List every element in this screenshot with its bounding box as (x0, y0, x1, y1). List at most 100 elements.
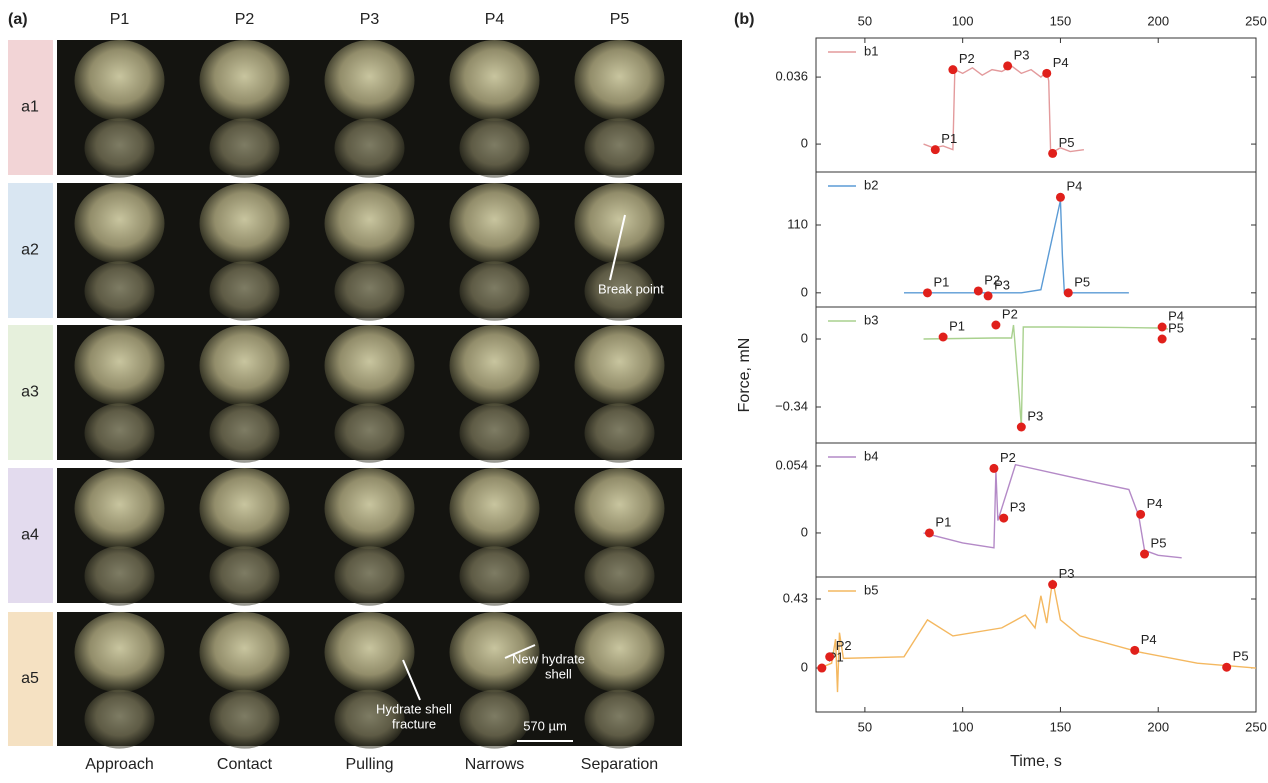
droplet (85, 118, 155, 177)
event-point (1130, 646, 1139, 655)
droplet (75, 40, 165, 121)
droplet (325, 40, 415, 121)
annotation: fracture (392, 716, 436, 731)
legend-label: b1 (864, 43, 878, 58)
droplet (335, 403, 405, 462)
plot-frame (816, 172, 1256, 307)
droplet (575, 612, 665, 692)
event-point (939, 333, 948, 342)
droplet (460, 546, 530, 605)
legend-label: b3 (864, 312, 878, 327)
y-tick-label: 0 (801, 136, 808, 151)
x-tick-label: 200 (1147, 13, 1169, 28)
point-label: P1 (949, 318, 965, 333)
droplet (200, 612, 290, 692)
droplet (210, 546, 280, 605)
droplet (210, 403, 280, 462)
plot-frame (816, 38, 1256, 172)
point-label: P2 (1002, 306, 1018, 321)
annotation: Break point (598, 281, 664, 296)
point-label: P3 (1014, 47, 1030, 62)
y-tick-label: 110 (787, 216, 808, 231)
point-label: P3 (1059, 566, 1075, 581)
event-point (1136, 510, 1145, 519)
row-label: a5 (21, 670, 39, 687)
event-point (931, 145, 940, 154)
droplet (460, 261, 530, 320)
force-line (924, 325, 1168, 427)
droplet (85, 546, 155, 605)
y-tick-label: 0 (801, 284, 808, 299)
droplet (85, 403, 155, 462)
droplet (210, 690, 280, 749)
column-label: P5 (610, 11, 630, 28)
annotation: Hydrate shell (376, 701, 452, 716)
x-tick-label: 50 (858, 13, 872, 28)
event-point (817, 664, 826, 673)
droplet (585, 546, 655, 605)
column-label: P3 (360, 11, 380, 28)
droplet (200, 183, 290, 264)
event-point (825, 652, 834, 661)
droplet (335, 261, 405, 320)
column-label: P2 (235, 11, 255, 28)
event-point (984, 291, 993, 300)
y-axis-title: Force, mN (736, 338, 753, 413)
droplet (325, 183, 415, 264)
point-label: P3 (1027, 408, 1043, 423)
point-label: P4 (1141, 632, 1157, 647)
point-label: P2 (959, 51, 975, 66)
event-point (925, 528, 934, 537)
droplet (450, 468, 540, 549)
y-tick-label: 0.036 (775, 69, 808, 84)
annotation: New hydrate (512, 651, 585, 666)
event-point (1064, 288, 1073, 297)
droplet (585, 690, 655, 749)
droplet (85, 690, 155, 749)
droplet (85, 261, 155, 320)
x-tick-label: 200 (1147, 719, 1169, 734)
event-point (1048, 149, 1057, 158)
droplet (450, 183, 540, 264)
legend-label: b2 (864, 177, 878, 192)
droplet (460, 403, 530, 462)
droplet (575, 468, 665, 549)
plot-frame (816, 443, 1256, 577)
y-tick-label: 0 (801, 524, 808, 539)
event-point (999, 514, 1008, 523)
event-point (989, 464, 998, 473)
event-point (1048, 580, 1057, 589)
droplet (75, 325, 165, 406)
event-point (1140, 550, 1149, 559)
point-label: P5 (1168, 320, 1184, 335)
caption: Contact (217, 756, 273, 773)
droplet (575, 183, 665, 264)
x-tick-label: 100 (952, 719, 974, 734)
droplet (210, 118, 280, 177)
y-tick-label: −0.34 (775, 398, 808, 413)
droplet (200, 468, 290, 549)
event-point (1158, 323, 1167, 332)
point-label: P1 (933, 274, 949, 289)
event-point (1017, 423, 1026, 432)
y-tick-label: 0 (801, 659, 808, 674)
event-point (1042, 69, 1051, 78)
caption: Approach (85, 756, 154, 773)
point-label: P4 (1147, 496, 1163, 511)
droplet (335, 546, 405, 605)
force-line (820, 580, 1256, 692)
row-label: a1 (21, 99, 39, 116)
event-point (1056, 193, 1065, 202)
row-label: a4 (21, 527, 39, 544)
legend-label: b4 (864, 448, 878, 463)
y-tick-label: 0.43 (783, 590, 808, 605)
annotation: shell (545, 666, 572, 681)
point-label: P4 (1066, 179, 1082, 194)
droplet (210, 261, 280, 320)
droplet (325, 325, 415, 406)
droplet (460, 690, 530, 749)
y-tick-label: 0.054 (775, 457, 808, 472)
event-point (948, 65, 957, 74)
scale-bar-label: 570 µm (523, 718, 567, 733)
point-label: P3 (994, 277, 1010, 292)
